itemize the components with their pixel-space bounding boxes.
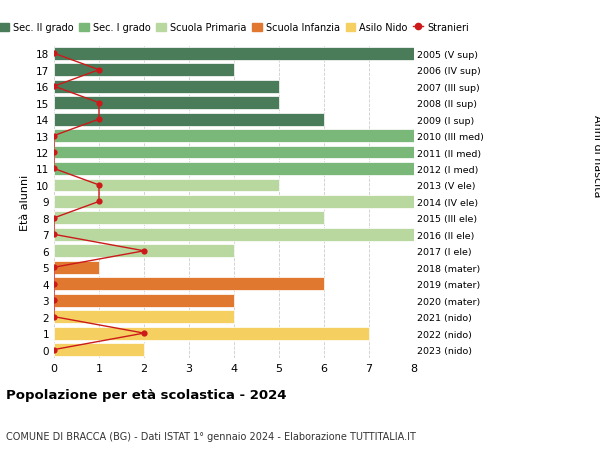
Legend: Sec. II grado, Sec. I grado, Scuola Primaria, Scuola Infanzia, Asilo Nido, Stran: Sec. II grado, Sec. I grado, Scuola Prim… (0, 21, 471, 35)
Bar (54, 97, 279, 110)
Bar (54, 179, 279, 192)
Text: Anni di nascita: Anni di nascita (592, 115, 600, 197)
Bar (54, 212, 324, 225)
Bar (54, 311, 234, 323)
Bar (54, 81, 279, 93)
Bar (54, 64, 234, 77)
Bar (54, 146, 414, 159)
Text: Popolazione per età scolastica - 2024: Popolazione per età scolastica - 2024 (6, 388, 287, 401)
Bar (54, 229, 414, 241)
Bar (54, 327, 369, 340)
Bar (54, 261, 99, 274)
Bar (54, 294, 234, 307)
Bar (54, 162, 414, 175)
Bar (54, 196, 414, 208)
Bar (54, 113, 324, 126)
Bar (54, 245, 234, 257)
Bar (54, 130, 414, 143)
Y-axis label: Età alunni: Età alunni (20, 174, 31, 230)
Bar (54, 48, 414, 61)
Text: COMUNE DI BRACCA (BG) - Dati ISTAT 1° gennaio 2024 - Elaborazione TUTTITALIA.IT: COMUNE DI BRACCA (BG) - Dati ISTAT 1° ge… (6, 431, 416, 442)
Bar (54, 343, 144, 356)
Bar (54, 278, 324, 291)
